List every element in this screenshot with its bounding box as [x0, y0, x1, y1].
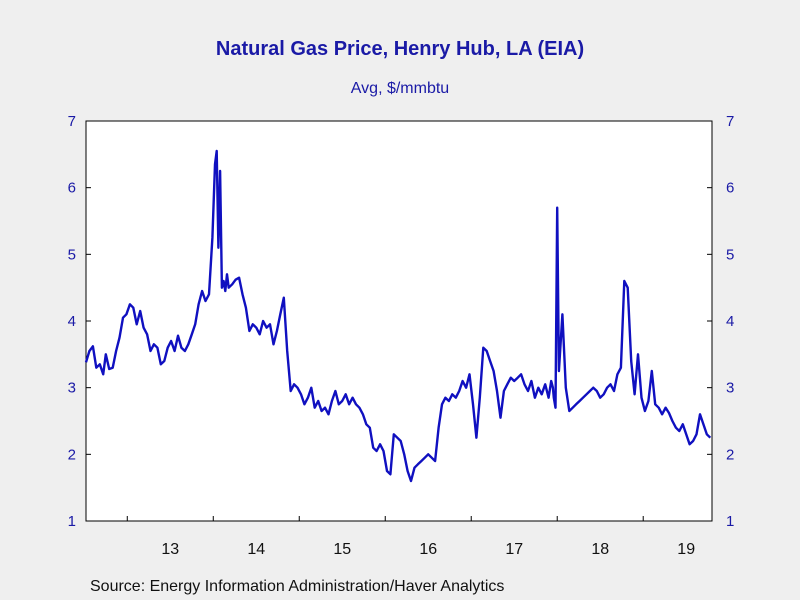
- y-tick-label-right: 4: [726, 313, 734, 330]
- chart-title: Natural Gas Price, Henry Hub, LA (EIA): [215, 38, 585, 60]
- y-axis-left: 1 2 3 4 5 6 7: [68, 113, 91, 530]
- y-tick-label-left: 2: [68, 446, 76, 463]
- y-tick-label-right: 1: [726, 513, 734, 530]
- x-axis: 13 14 15 16 17 18 19: [126, 516, 695, 558]
- y-tick-label-right: 3: [726, 380, 734, 397]
- x-tick-label: 16: [419, 541, 437, 558]
- y-tick-label-left: 6: [68, 180, 76, 197]
- y-tick-label-right: 6: [726, 180, 734, 197]
- y-tick-label-right: 2: [726, 446, 734, 463]
- x-tick-label: 14: [247, 541, 265, 558]
- chart-subtitle: Avg, $/mmbtu: [350, 80, 450, 97]
- y-axis-right: 1 2 3 4 5 6 7: [707, 113, 734, 530]
- y-tick-label-left: 7: [68, 113, 76, 130]
- plot-area: [85, 120, 713, 522]
- x-tick-label: 18: [591, 541, 609, 558]
- x-tick-label: 17: [505, 541, 523, 558]
- y-tick-label-left: 5: [68, 246, 76, 263]
- x-tick-label: 15: [333, 541, 351, 558]
- y-tick-label-left: 1: [68, 513, 76, 530]
- x-tick-label: 19: [677, 541, 695, 558]
- source-note: Source: Energy Information Administratio…: [90, 578, 505, 595]
- y-tick-label-right: 7: [726, 113, 734, 130]
- y-tick-label-left: 4: [68, 313, 76, 330]
- y-tick-label-left: 3: [68, 380, 76, 397]
- y-tick-label-right: 5: [726, 246, 734, 263]
- x-tick-label: 13: [161, 541, 179, 558]
- series-line: [84, 149, 712, 483]
